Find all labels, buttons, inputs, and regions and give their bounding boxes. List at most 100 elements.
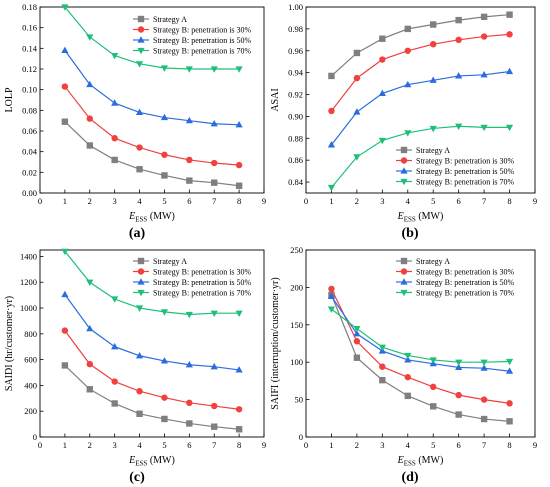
data-point xyxy=(353,74,361,82)
data-point xyxy=(185,66,193,73)
x-tick-label: 3 xyxy=(113,440,117,450)
data-point xyxy=(111,378,118,385)
plot-frame xyxy=(39,6,265,194)
data-point xyxy=(505,367,514,374)
x-axis-label: EESS (MW) xyxy=(128,455,175,468)
legend: Strategy A Strategy B: penetration is 30%… xyxy=(396,257,515,298)
series-3 xyxy=(327,67,514,148)
legend-marker xyxy=(400,257,408,265)
data-point xyxy=(161,151,168,158)
data-point xyxy=(506,418,513,425)
x-tick-label: 7 xyxy=(482,196,486,206)
legend-marker xyxy=(400,289,408,297)
data-point xyxy=(480,33,488,40)
panel-label: (a) xyxy=(129,226,146,241)
y-tick-label: 0.90 xyxy=(288,111,303,121)
y-tick-label: 0.18 xyxy=(22,2,37,12)
data-point xyxy=(404,25,411,33)
data-point xyxy=(210,310,218,317)
series-line xyxy=(64,294,240,371)
data-point xyxy=(211,423,218,430)
data-point xyxy=(161,394,168,401)
legend-marker xyxy=(400,278,408,285)
y-tick-label: 0.08 xyxy=(22,105,37,115)
x-tick-label: 0 xyxy=(304,196,308,206)
legend-label: Strategy B: penetration is 30% xyxy=(153,268,252,277)
data-point xyxy=(186,177,193,184)
data-point xyxy=(404,47,411,54)
legend-label: Strategy B: penetration is 50% xyxy=(416,278,515,287)
series-line xyxy=(64,50,240,126)
y-tick-label: 0.88 xyxy=(288,133,303,143)
data-point xyxy=(455,411,462,418)
legend-marker xyxy=(400,146,408,154)
series-2 xyxy=(61,83,243,169)
x-tick-label: 6 xyxy=(457,196,461,206)
x-tick-label: 3 xyxy=(380,196,384,206)
data-point xyxy=(455,72,463,79)
data-point xyxy=(327,292,336,299)
data-point xyxy=(186,156,193,164)
data-point xyxy=(210,362,218,370)
x-tick-label: 5 xyxy=(162,196,166,206)
legend-marker xyxy=(400,268,408,275)
series-1 xyxy=(61,362,243,433)
data-point xyxy=(111,52,119,60)
data-point xyxy=(111,156,118,164)
data-point xyxy=(211,159,218,167)
data-point xyxy=(328,285,335,293)
legend-marker xyxy=(400,167,408,174)
x-tick-label: 7 xyxy=(212,440,216,450)
data-point xyxy=(455,36,462,44)
data-point xyxy=(111,296,119,303)
y-tick-label: 0.16 xyxy=(22,23,37,33)
x-axis-label: EESS (MW) xyxy=(128,211,175,224)
data-point xyxy=(404,352,412,360)
data-point xyxy=(111,400,118,407)
data-point xyxy=(136,388,143,395)
legend-label: Strategy B: penetration is 50% xyxy=(153,36,252,45)
series-2 xyxy=(328,31,513,115)
plot-frame xyxy=(305,249,536,438)
data-point xyxy=(135,108,144,115)
x-tick-label: 2 xyxy=(355,440,359,450)
y-tick-label: 50 xyxy=(295,395,304,405)
legend-marker xyxy=(137,289,145,297)
y-tick-label: 800 xyxy=(24,329,37,339)
series-2 xyxy=(61,327,243,413)
x-tick-label: 7 xyxy=(482,440,486,450)
data-point xyxy=(430,383,437,391)
series-4 xyxy=(61,248,243,319)
legend: Strategy A Strategy B: penetration is 30%… xyxy=(396,146,515,187)
y-tick-label: 1400 xyxy=(20,251,37,261)
legend-label: Strategy B: penetration is 70% xyxy=(153,47,252,56)
data-point xyxy=(135,351,144,359)
x-tick-label: 2 xyxy=(355,196,359,206)
series-line xyxy=(330,296,510,372)
panel-label: (b) xyxy=(401,226,418,241)
data-point xyxy=(211,179,218,186)
data-point xyxy=(210,66,218,73)
x-tick-label: 3 xyxy=(380,440,384,450)
panel-label: (d) xyxy=(401,470,418,485)
data-point xyxy=(86,324,94,332)
data-point xyxy=(429,125,437,133)
x-tick-label: 5 xyxy=(162,440,166,450)
data-point xyxy=(404,130,412,137)
y-tick-label: 100 xyxy=(290,357,303,367)
data-point xyxy=(61,362,69,369)
y-tick-label: 0.14 xyxy=(22,43,38,53)
data-point xyxy=(353,154,361,161)
y-tick-label: 0.04 xyxy=(22,147,38,157)
series-1 xyxy=(328,11,513,80)
y-tick-label: 250 xyxy=(290,245,303,255)
data-point xyxy=(378,137,386,145)
data-point xyxy=(161,172,168,179)
data-point xyxy=(111,135,118,142)
data-point xyxy=(160,65,169,72)
data-point xyxy=(61,46,69,53)
x-tick-label: 0 xyxy=(304,440,308,450)
series-line xyxy=(330,125,510,188)
data-point xyxy=(480,359,488,366)
data-point xyxy=(455,359,463,366)
